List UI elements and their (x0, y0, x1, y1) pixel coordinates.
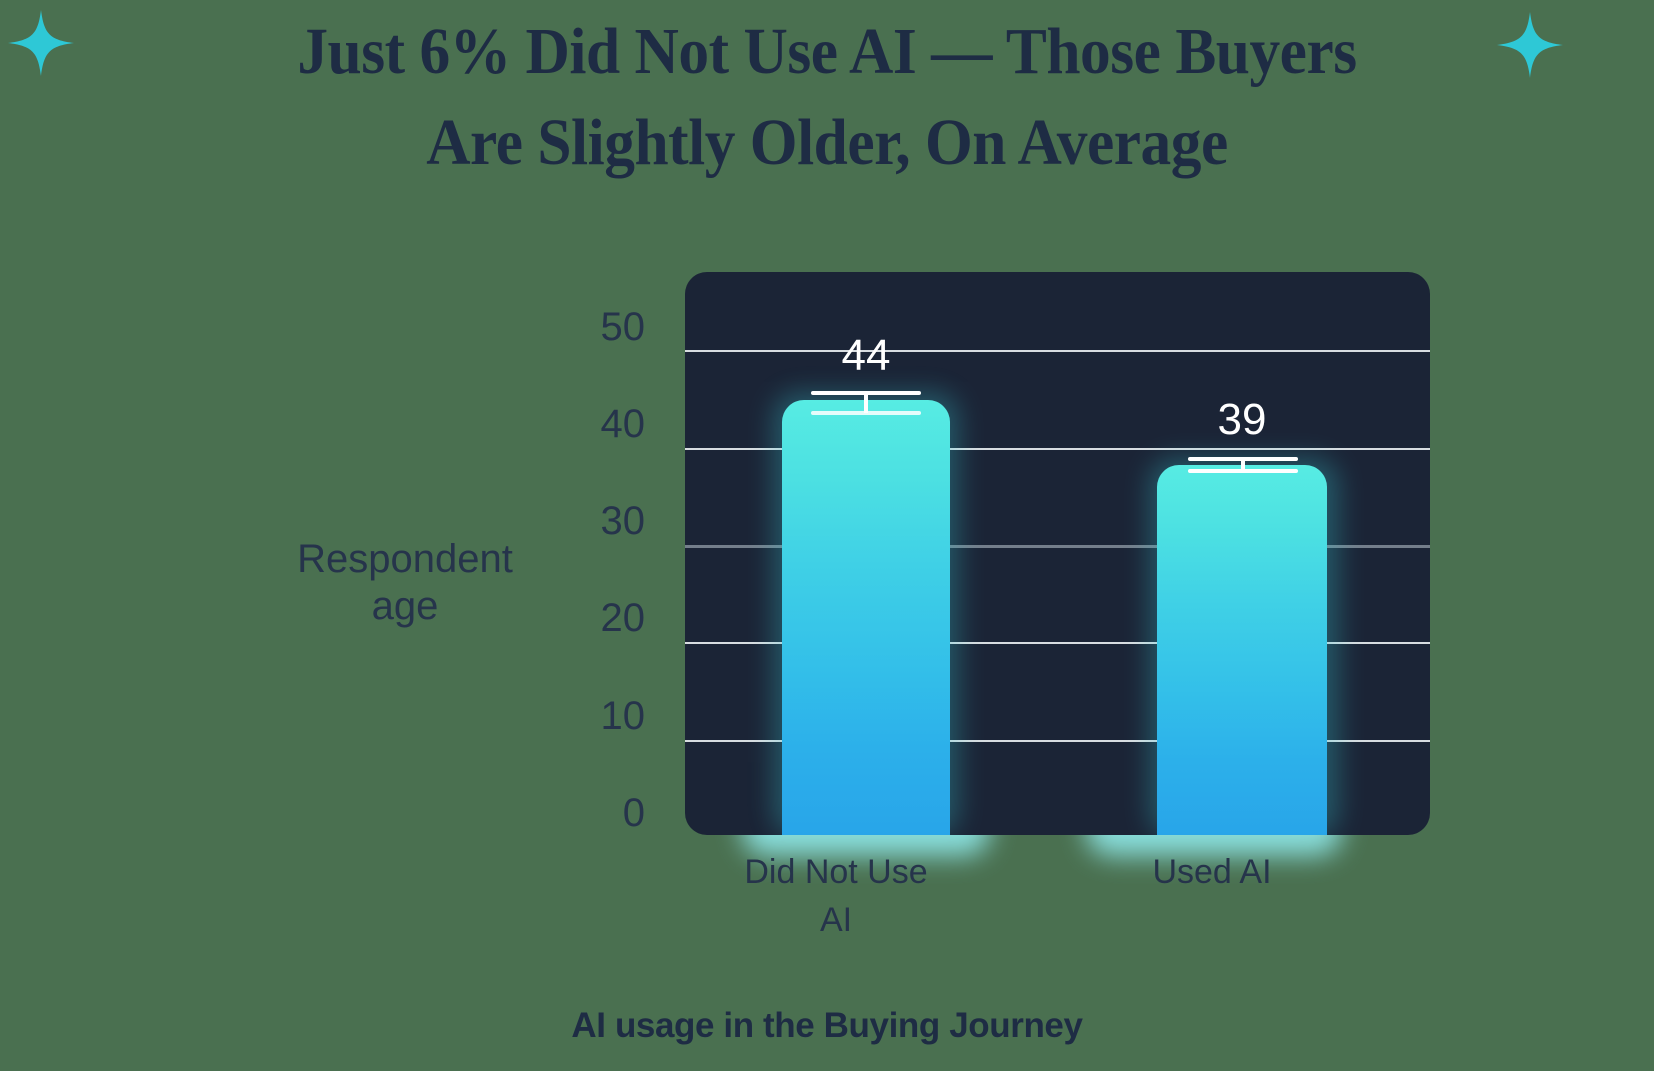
error-bar-cap-lower-2 (1188, 469, 1298, 473)
x-tick-label-used-ai: Used AI (1152, 853, 1272, 891)
bar-did-not-use-ai[interactable] (782, 400, 950, 835)
y-tick-label-0: 0 (622, 791, 645, 835)
bar-value-label-2: 39 (1217, 395, 1267, 444)
gridline-50 (685, 350, 1430, 352)
page-title: Just 6% Did Not Use AI — Those Buyers Ar… (297, 15, 1357, 180)
y-tick-label-50: 50 (600, 305, 646, 349)
y-axis-title: Respondent age (297, 537, 513, 629)
y-tick-label-30: 30 (600, 499, 646, 543)
x-axis-title: AI usage in the Buying Journey (571, 1006, 1083, 1045)
error-bar-cap-lower-1 (811, 411, 921, 415)
y-tick-label-40: 40 (600, 402, 646, 446)
error-bar-stem-2 (1241, 457, 1245, 473)
y-tick-label-10: 10 (600, 694, 646, 738)
title-block: Just 6% Did Not Use AI — Those Buyers Ar… (0, 6, 1654, 188)
plot-panel: 44 39 (685, 272, 1430, 835)
gridline-10 (685, 740, 1430, 742)
error-bar-stem-1 (864, 391, 868, 413)
bar-value-label-1: 44 (841, 331, 891, 380)
y-tick-label-20: 20 (600, 596, 646, 640)
gridline-20 (685, 642, 1430, 644)
bar-used-ai[interactable] (1157, 465, 1327, 835)
x-tick-label-did-not-use-ai: Did Not Use AI (744, 853, 928, 940)
gridline-40 (685, 448, 1430, 450)
gridline-30 (685, 545, 1430, 548)
